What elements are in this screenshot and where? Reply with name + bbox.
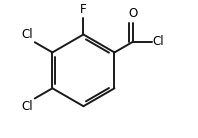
Text: F: F: [80, 3, 87, 16]
Text: O: O: [129, 7, 138, 20]
Text: Cl: Cl: [22, 100, 33, 113]
Text: Cl: Cl: [153, 35, 165, 48]
Text: Cl: Cl: [22, 28, 33, 41]
